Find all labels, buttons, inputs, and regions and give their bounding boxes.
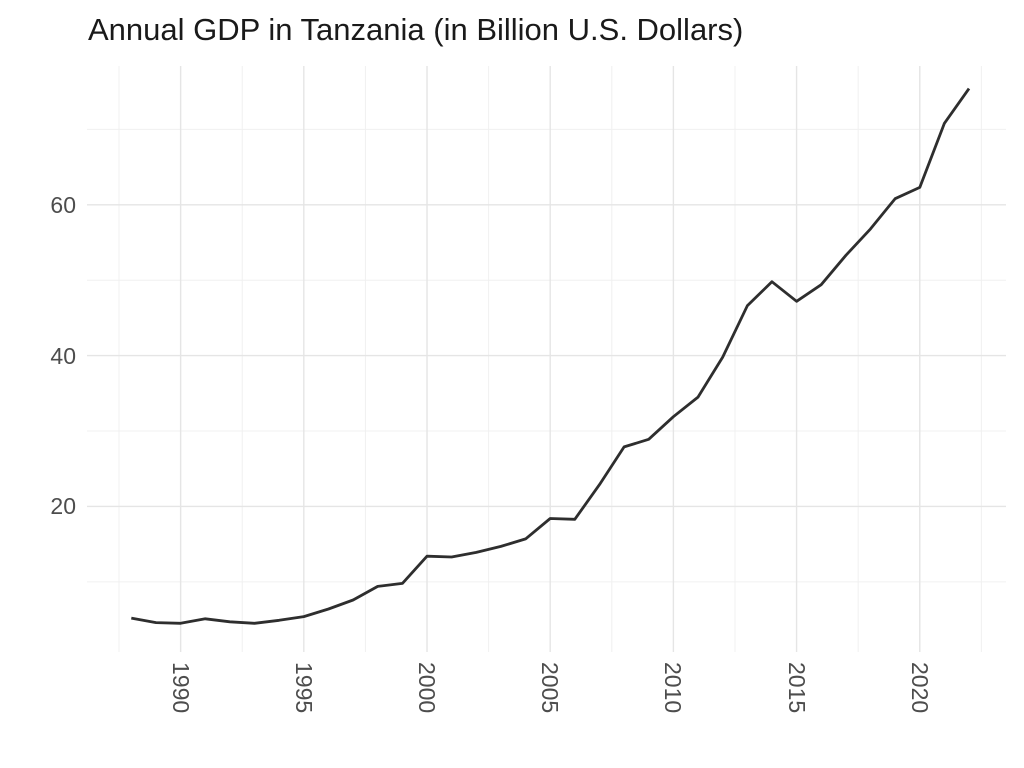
y-tick-label-60: 60 [50,191,76,218]
y-tick-label-40: 40 [50,342,76,369]
x-tick-label-2020: 2020 [906,662,933,714]
x-tick-label-2005: 2005 [537,662,564,714]
y-tick-label-20: 20 [50,493,76,520]
x-tick-label-2010: 2010 [660,662,687,714]
x-tick-label-2015: 2015 [783,662,810,714]
chart-title: Annual GDP in Tanzania (in Billion U.S. … [88,12,744,47]
x-tick-label-1990: 1990 [167,662,194,714]
gdp-line [131,87,971,625]
gdp-line-series [131,87,971,625]
gridlines-major [87,66,1006,652]
gridlines-minor [87,66,1006,652]
x-tick-label-1995: 1995 [290,662,317,714]
x-tick-label-2000: 2000 [414,662,440,714]
